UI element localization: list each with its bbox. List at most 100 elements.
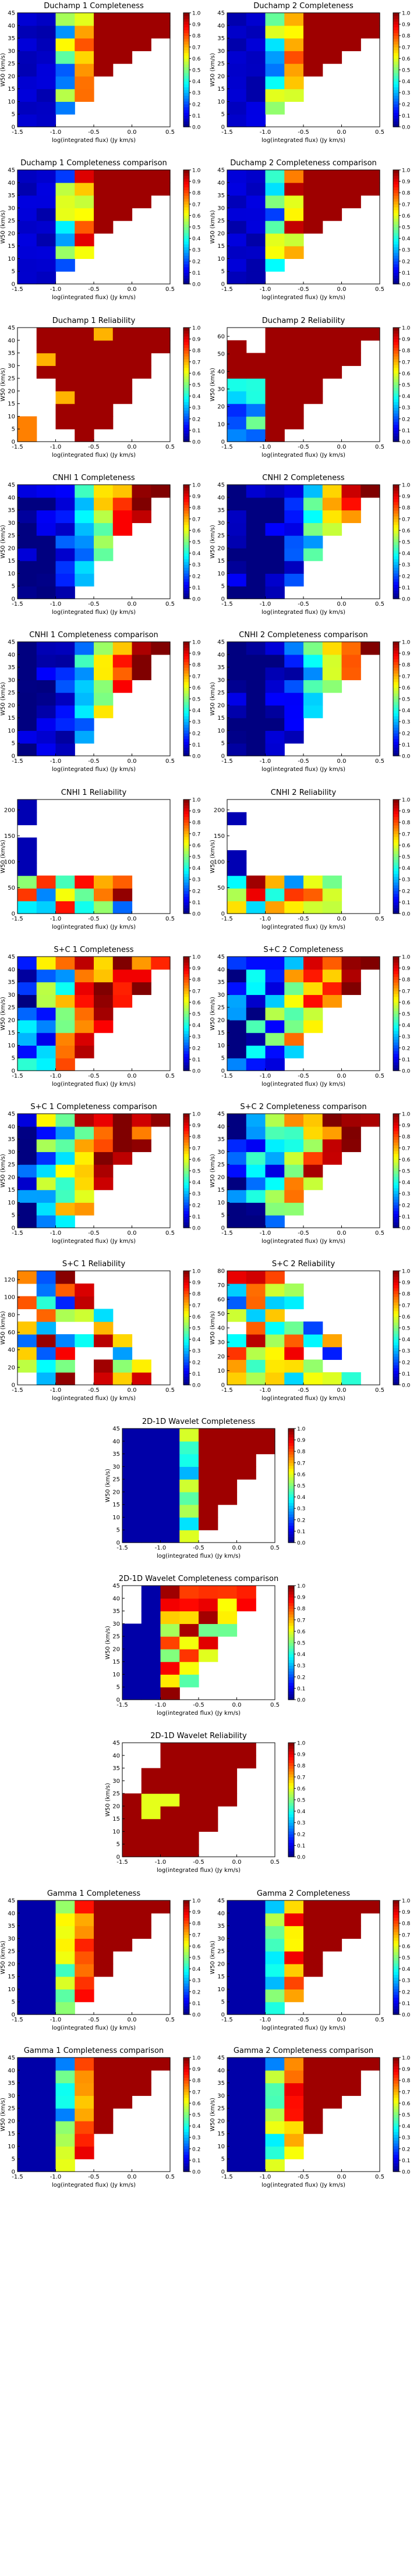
- heatmap-cell: [112, 497, 133, 511]
- heatmap-cell: [151, 25, 171, 39]
- heatmap-cell: [246, 1309, 266, 1322]
- heatmap-cell: [55, 969, 75, 983]
- colorbar-segment: [183, 1960, 189, 1964]
- colorbar-segment: [183, 507, 189, 511]
- colorbar-segment: [183, 93, 189, 96]
- colorbar-segment: [393, 971, 399, 974]
- heatmap-cell: [132, 1359, 151, 1373]
- colorbar-segment: [183, 911, 189, 914]
- colorbar-segment: [183, 493, 189, 497]
- colorbar-segment: [393, 407, 399, 411]
- colorbar-segment: [288, 1611, 294, 1615]
- colorbar-segment: [393, 1359, 399, 1363]
- heatmap-cell: [179, 1623, 199, 1637]
- colorbar-segment: [183, 347, 189, 351]
- colorbar-segment: [183, 521, 189, 525]
- heatmap-cell: [246, 1321, 266, 1335]
- heatmap-cell: [265, 195, 285, 208]
- colorbar-segment: [183, 1168, 189, 1171]
- x-tick-label: 0.5: [375, 129, 384, 136]
- colorbar-segment: [393, 2074, 399, 2078]
- heatmap-cell: [284, 2108, 304, 2122]
- heatmap-cell: [75, 705, 94, 719]
- y-tick-label: 45: [217, 10, 225, 17]
- heatmap-cell: [94, 1913, 114, 1927]
- heatmap-cell: [122, 1623, 142, 1637]
- heatmap-cell: [303, 182, 323, 196]
- heatmap-cell: [55, 1139, 75, 1152]
- colorbar-segment: [183, 2157, 189, 2161]
- colorbar-segment: [393, 2106, 399, 2109]
- colorbar-segment: [393, 232, 399, 236]
- heatmap-cell: [112, 1359, 133, 1373]
- heatmap-cell: [94, 2083, 114, 2096]
- heatmap-cell: [141, 1661, 161, 1675]
- heatmap-cell: [265, 535, 285, 549]
- heatmap-cell: [322, 875, 342, 889]
- x-tick-label: -1.0: [50, 1387, 62, 1394]
- heatmap-cell: [341, 497, 361, 511]
- heatmap-cell: [284, 1359, 304, 1373]
- colorbar-segment: [393, 98, 399, 102]
- colorbar-segment: [288, 1748, 294, 1752]
- chart-title: CNHI 1 Reliability: [61, 788, 127, 797]
- heatmap-cell: [122, 1517, 142, 1530]
- colorbar-segment: [183, 644, 189, 648]
- heatmap-cell: [284, 2083, 304, 2096]
- colorbar-segment: [288, 1788, 294, 1792]
- colorbar-segment: [183, 753, 189, 756]
- heatmap-cell: [217, 1768, 238, 1781]
- colorbar-tick-label: 0.6: [192, 528, 201, 534]
- heatmap-cell: [246, 2108, 266, 2122]
- y-axis-label: W50 (km/s): [0, 1311, 6, 1345]
- heatmap-cell: [160, 1648, 180, 1662]
- colorbar-segment: [183, 999, 189, 1003]
- heatmap-cell: [227, 850, 247, 864]
- colorbar-segment: [183, 275, 189, 279]
- heatmap-cell: [265, 1139, 285, 1152]
- colorbar-tick-label: 0.6: [192, 685, 201, 691]
- colorbar-segment: [393, 1147, 399, 1152]
- colorbar-segment: [183, 178, 189, 182]
- chart-panel: Duchamp 2 Reliability-1.5 -1.0 -0.5 0.0 0.5l…: [210, 317, 411, 459]
- heatmap-cell: [55, 1951, 75, 1964]
- heatmap-cell: [36, 1202, 56, 1216]
- heatmap-cell: [36, 1989, 56, 2002]
- heatmap-cell: [36, 1372, 56, 1385]
- heatmap-cell: [112, 1900, 133, 1914]
- heatmap-cell: [94, 221, 114, 234]
- heatmap-cell: [265, 1976, 285, 1990]
- chart-title: Duchamp 1 Reliability: [52, 317, 136, 325]
- heatmap-cell: [341, 654, 361, 668]
- colorbar-segment: [393, 1926, 399, 1930]
- heatmap-cell: [160, 1479, 180, 1493]
- colorbar-segment: [393, 106, 399, 111]
- heatmap-cell: [75, 1045, 94, 1058]
- colorbar-segment: [183, 1042, 189, 1046]
- y-tick-label: 40: [217, 23, 225, 29]
- x-axis-label: log(integrated flux) (Jy km/s): [261, 1395, 345, 1402]
- colorbar-segment: [183, 2083, 189, 2087]
- colorbar-segment: [288, 1500, 294, 1503]
- colorbar-segment: [183, 496, 189, 500]
- colorbar-segment: [393, 1050, 399, 1054]
- heatmap-cell: [17, 1321, 37, 1335]
- heatmap-cell: [284, 1283, 304, 1297]
- y-tick-label: 5: [12, 1056, 15, 1062]
- heatmap-cell: [132, 182, 151, 196]
- heatmap-cell: [246, 258, 266, 272]
- colorbar-segment: [183, 899, 189, 903]
- heatmap-cell: [17, 994, 37, 1008]
- heatmap-cell: [36, 2070, 56, 2084]
- heatmap-cell: [227, 654, 247, 668]
- heatmap-cell: [246, 535, 266, 549]
- colorbar-segment: [393, 1222, 399, 1225]
- heatmap-cell: [227, 730, 247, 744]
- heatmap-cell: [227, 403, 247, 417]
- heatmap-cell: [227, 1334, 247, 1348]
- heatmap-cell: [122, 1504, 142, 1518]
- colorbar-segment: [393, 436, 399, 439]
- colorbar-segment: [183, 1145, 189, 1149]
- heatmap-cell: [265, 2058, 285, 2071]
- heatmap-cell: [94, 1925, 114, 1939]
